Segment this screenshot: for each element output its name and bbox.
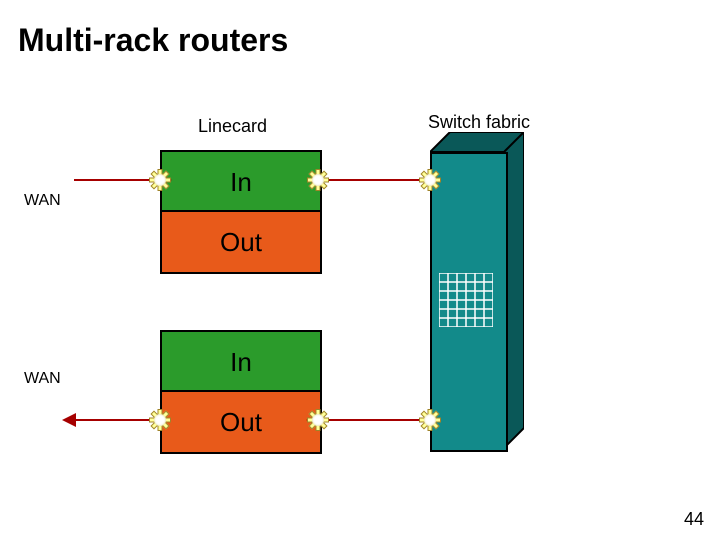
- linecard-2-in: In: [160, 330, 322, 394]
- arrow-line: [74, 179, 160, 181]
- linecard-2-in-label: In: [230, 347, 252, 378]
- wan-label-bottom: WAN: [24, 370, 61, 388]
- arrow-head-icon: [424, 173, 438, 187]
- linecard-1-in: In: [160, 150, 322, 214]
- linecard-2-out: Out: [160, 390, 322, 454]
- arrow-head-icon: [306, 413, 320, 427]
- linecard-1-in-label: In: [230, 167, 252, 198]
- arrow-line: [74, 419, 160, 421]
- linecard-1-out: Out: [160, 210, 322, 274]
- arrow-head-icon: [158, 173, 172, 187]
- crossbar-grid-icon: [439, 273, 493, 327]
- linecard-label: Linecard: [198, 116, 267, 137]
- arrow-line: [318, 419, 426, 421]
- page-number: 44: [684, 509, 704, 530]
- wan-label-top: WAN: [24, 192, 61, 210]
- linecard-2-out-label: Out: [220, 407, 262, 438]
- switch-fabric-label: Switch fabric: [428, 112, 530, 133]
- page-title: Multi-rack routers: [18, 22, 288, 59]
- arrow-head-icon: [62, 413, 76, 427]
- arrow-line: [318, 179, 426, 181]
- linecard-1-out-label: Out: [220, 227, 262, 258]
